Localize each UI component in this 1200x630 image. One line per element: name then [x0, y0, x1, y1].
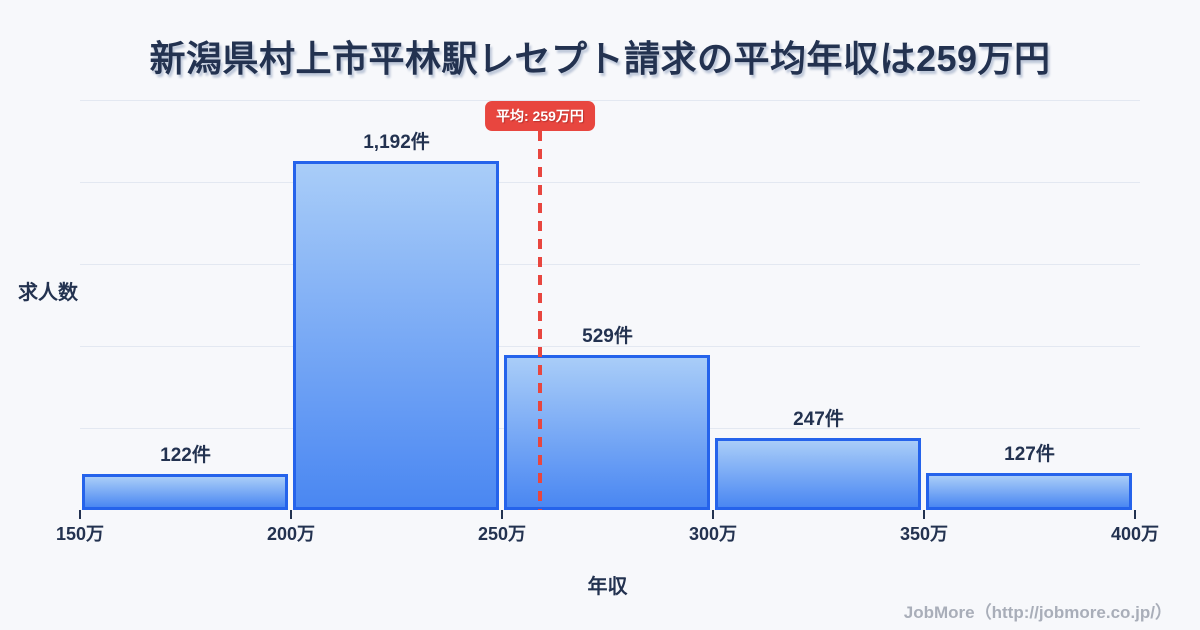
bar-value-label: 127件	[1004, 444, 1055, 465]
histogram-bar	[293, 161, 499, 510]
gridline	[80, 346, 1140, 347]
x-axis-tick	[1134, 510, 1136, 519]
x-axis-tick	[79, 510, 81, 519]
x-axis-tick	[923, 510, 925, 519]
x-axis-tick-label: 250万	[477, 524, 527, 544]
average-badge: 平均: 259万円	[485, 101, 595, 131]
x-axis-tick-label: 200万	[266, 524, 316, 544]
x-axis-tick-label: 400万	[1110, 524, 1160, 544]
y-axis-label: 求人数	[18, 282, 78, 304]
x-axis-tick	[712, 510, 714, 519]
gridline	[80, 182, 1140, 183]
average-line	[537, 131, 542, 510]
bar-value-label: 122件	[160, 445, 211, 466]
histogram-bar	[504, 355, 710, 510]
bar-value-label: 529件	[582, 326, 633, 347]
footer-credit: JobMore（http://jobmore.co.jp/）	[903, 603, 1172, 622]
bar-value-label: 1,192件	[363, 132, 430, 153]
chart-title: 新潟県村上市平林駅レセプト請求の平均年収は259万円	[149, 38, 1051, 79]
gridline	[80, 100, 1140, 101]
x-axis-tick-label: 300万	[688, 524, 738, 544]
x-axis-tick-label: 150万	[55, 524, 105, 544]
histogram-bar	[926, 473, 1132, 510]
gridline	[80, 264, 1140, 265]
bar-value-label: 247件	[793, 409, 844, 430]
x-axis-tick-label: 350万	[899, 524, 949, 544]
x-axis-label: 年収	[587, 576, 628, 598]
x-axis-tick	[501, 510, 503, 519]
histogram-bar	[82, 474, 288, 510]
x-axis-tick	[290, 510, 292, 519]
plot-area: 122件 1,192件 529件 247件 127件 150万 200万 250万 300万 35…	[56, 100, 1159, 544]
histogram-bar	[715, 438, 921, 510]
